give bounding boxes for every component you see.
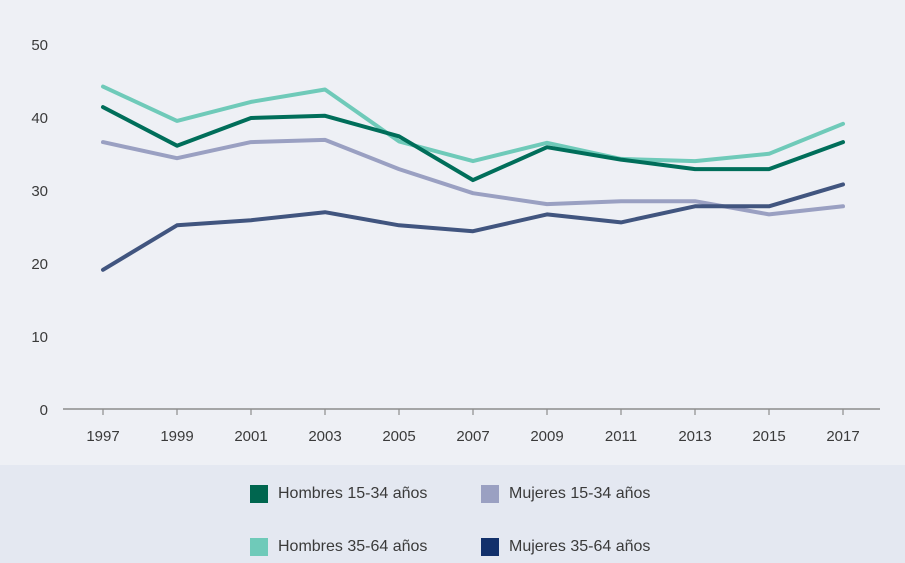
chart-area: 0 10 20 30 40 50 1997 1999 2001 2003 2005 2007 2009… xyxy=(31,37,880,445)
legend-item-hombres-35-64: Hombres 35-64 años xyxy=(250,537,427,557)
legend-swatch-hombres-15-34 xyxy=(250,485,268,503)
legend-swatch-mujeres-15-34 xyxy=(481,485,499,503)
y-tick-label: 10 xyxy=(31,329,48,346)
legend-label-mujeres-35-64: Mujeres 35-64 años xyxy=(509,538,651,555)
y-tick-label: 20 xyxy=(31,256,48,273)
legend-label-hombres-15-34: Hombres 15-34 años xyxy=(278,485,428,502)
legend-label-hombres-35-64: Hombres 35-64 años xyxy=(278,538,428,555)
series-line-mujeres-15-34-a-os xyxy=(101,137,845,217)
x-tick-label: 2007 xyxy=(456,428,489,445)
legend-item-hombres-15-34: Hombres 15-34 años xyxy=(250,484,427,504)
legend-item-mujeres-35-64: Mujeres 35-64 años xyxy=(481,537,650,557)
x-tick-label: 1999 xyxy=(160,428,193,445)
y-tick-label: 0 xyxy=(40,402,48,419)
x-tick-label: 1997 xyxy=(86,428,119,445)
line-chart: 0 10 20 30 40 50 1997 1999 2001 2003 2005 2007 2009… xyxy=(31,37,880,445)
x-tick-label: 2017 xyxy=(826,428,859,445)
series-line-hombres-15-34-a-os xyxy=(101,105,845,183)
legend-swatch-hombres-35-64 xyxy=(250,538,268,556)
x-tick-label: 2003 xyxy=(308,428,341,445)
legend-swatch-mujeres-35-64 xyxy=(481,538,499,556)
series-line-hombres-35-64-a-os xyxy=(101,84,845,164)
y-tick-label: 50 xyxy=(31,37,48,54)
x-tick-label: 2005 xyxy=(382,428,415,445)
x-tick-label: 2001 xyxy=(234,428,267,445)
x-tick-label: 2013 xyxy=(678,428,711,445)
x-tick-label: 2015 xyxy=(752,428,785,445)
series-lines xyxy=(101,84,845,272)
x-tick-label: 2011 xyxy=(605,428,637,445)
y-axis: 0 10 20 30 40 50 xyxy=(31,37,48,419)
x-tick-label: 2009 xyxy=(530,428,563,445)
y-tick-label: 30 xyxy=(31,183,48,200)
series-line-mujeres-35-64-a-os xyxy=(101,182,845,272)
legend-label-mujeres-15-34: Mujeres 15-34 años xyxy=(509,485,651,502)
x-axis: 1997 1999 2001 2003 2005 2007 2009 2011 2013 2015… xyxy=(86,409,860,445)
y-tick-label: 40 xyxy=(31,110,48,127)
legend-item-mujeres-15-34: Mujeres 15-34 años xyxy=(481,484,650,504)
